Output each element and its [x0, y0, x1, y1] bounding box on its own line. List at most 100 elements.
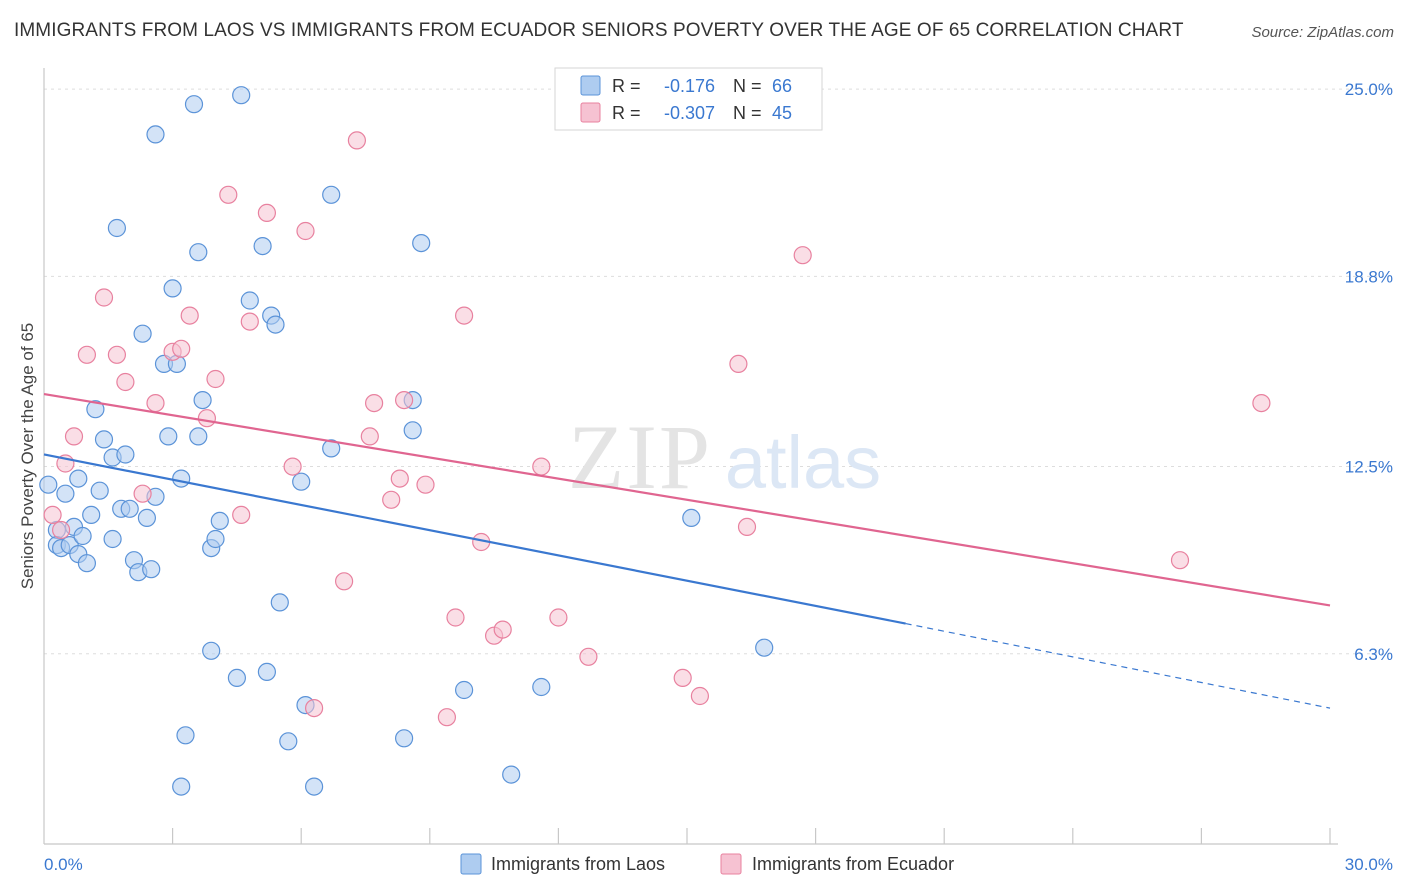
ecuador-point: [365, 394, 384, 413]
legend-n-label-laos: N =: [733, 76, 762, 96]
ecuador-point: [673, 668, 692, 688]
ecuador-point: [146, 394, 165, 413]
laos-point: [403, 421, 422, 440]
ecuador-point: [283, 457, 302, 476]
ecuador-point: [549, 608, 568, 627]
x-tick-labels: 0.0% 30.0%: [44, 855, 1393, 874]
laos-point: [77, 554, 97, 573]
x-tick-label-max: 30.0%: [1345, 855, 1393, 874]
laos-point: [292, 472, 311, 491]
laos-point: [206, 529, 225, 549]
laos-point: [90, 481, 109, 500]
laos-point: [116, 445, 135, 464]
ecuador-point: [446, 608, 465, 627]
ecuador-point: [437, 708, 456, 727]
ecuador-point: [172, 339, 191, 358]
legend-r-label-laos: R =: [612, 76, 641, 96]
legend-r-value-ecuador: -0.307: [664, 103, 715, 123]
x-axis-ticks: [172, 828, 1331, 844]
laos-trend-extension: [905, 622, 1331, 709]
laos-point: [322, 185, 341, 204]
laos-point: [266, 315, 285, 334]
laos-point: [270, 593, 289, 612]
ecuador-point: [240, 312, 259, 331]
laos-point: [755, 638, 774, 657]
ecuador-point: [335, 572, 354, 591]
laos-point: [257, 662, 276, 682]
ecuador-trend-line: [43, 393, 1331, 607]
ecuador-point: [1170, 551, 1190, 570]
legend-n-label-ecuador: N =: [733, 103, 762, 123]
ecuador-point: [107, 345, 127, 364]
bottom-legend-label-laos: Immigrants from Laos: [491, 854, 665, 874]
laos-point: [253, 237, 272, 256]
laos-point: [189, 243, 208, 262]
ecuador-point: [690, 686, 710, 706]
bottom-legend-swatch-laos: [460, 853, 482, 875]
laos-point: [73, 526, 92, 546]
laos-point: [107, 218, 127, 238]
ecuador-point: [455, 306, 474, 325]
laos-point: [82, 505, 101, 525]
laos-point: [172, 469, 191, 488]
ecuador-point: [296, 221, 315, 241]
laos-point: [412, 234, 431, 253]
ecuador-point: [395, 391, 414, 410]
ecuador-point: [493, 620, 512, 639]
ecuador-point: [116, 372, 135, 392]
ecuador-point: [579, 647, 598, 666]
series-ecuador-points: [43, 131, 1271, 727]
ecuador-point: [390, 469, 409, 488]
bottom-legend-label-ecuador: Immigrants from Ecuador: [752, 854, 954, 874]
laos-point: [137, 508, 156, 528]
ecuador-point: [43, 505, 62, 525]
series-legend: Immigrants from Laos Immigrants from Ecu…: [460, 853, 954, 875]
legend-r-label-ecuador: R =: [612, 103, 641, 123]
legend-r-value-laos: -0.176: [664, 76, 715, 96]
ecuador-point: [737, 517, 757, 537]
ecuador-point: [360, 427, 379, 446]
laos-point: [69, 469, 88, 488]
legend-swatch-ecuador: [580, 102, 601, 123]
laos-point: [210, 511, 229, 531]
ecuador-point: [64, 427, 84, 446]
bottom-legend-swatch-ecuador: [720, 853, 742, 875]
laos-point: [142, 560, 161, 579]
laos-point: [176, 726, 195, 745]
laos-point: [682, 508, 701, 528]
y-tick-label: 18.8%: [1345, 267, 1393, 286]
ecuador-point: [382, 490, 401, 509]
legend-n-value-laos: 66: [772, 76, 792, 96]
laos-point: [227, 668, 246, 688]
ecuador-point: [532, 457, 551, 476]
laos-point: [103, 529, 122, 549]
laos-point: [133, 324, 152, 343]
laos-point: [240, 291, 259, 310]
laos-point: [94, 430, 114, 449]
ecuador-point: [133, 484, 152, 503]
ecuador-point: [197, 409, 216, 428]
series-laos-points: [39, 86, 774, 796]
correlation-legend: R = -0.176 N = 66 R = -0.307 N = 45: [554, 67, 823, 131]
ecuador-point: [219, 185, 238, 204]
laos-point: [202, 641, 221, 660]
laos-point: [193, 391, 212, 410]
legend-n-value-ecuador: 45: [772, 103, 792, 123]
laos-point: [322, 439, 341, 458]
laos-point: [305, 777, 324, 796]
y-tick-labels: 6.3% 12.5% 18.8% 25.0%: [1345, 80, 1393, 664]
laos-point: [532, 677, 551, 697]
laos-point: [86, 400, 105, 419]
ecuador-point: [1252, 394, 1271, 413]
legend-swatch-laos: [580, 75, 601, 96]
laos-point: [502, 765, 521, 784]
ecuador-point: [416, 475, 435, 494]
ecuador-point: [729, 354, 748, 373]
ecuador-point: [232, 505, 251, 525]
laos-trend-line: [43, 453, 906, 625]
grid-lines: [44, 88, 1393, 655]
laos-point: [184, 95, 204, 114]
ecuador-point: [257, 203, 276, 222]
laos-point: [395, 729, 414, 748]
